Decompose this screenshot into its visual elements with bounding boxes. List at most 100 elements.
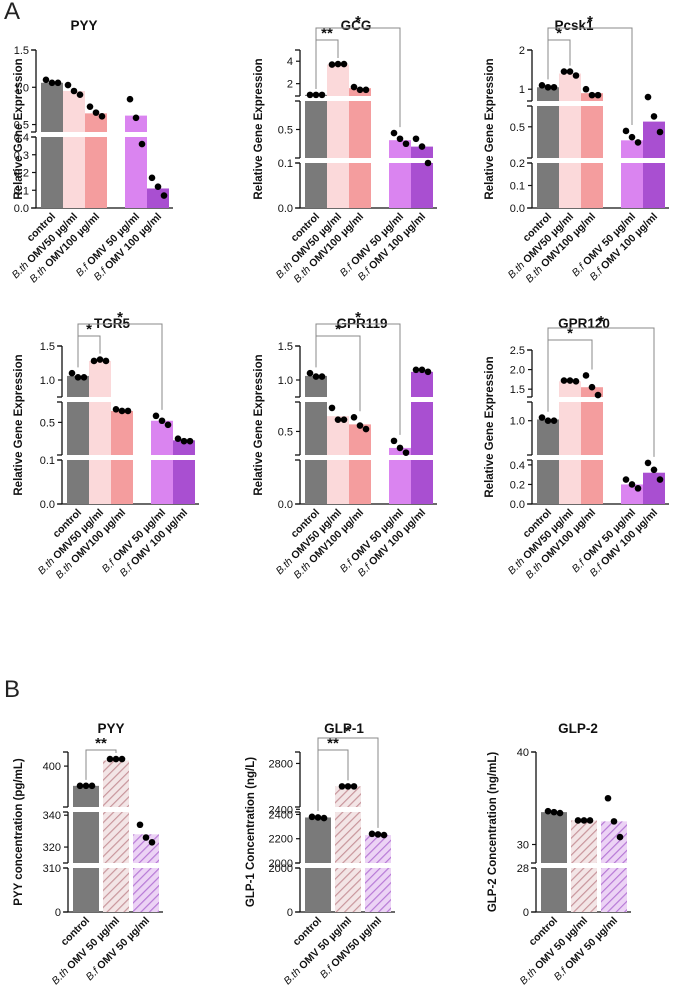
data-point xyxy=(580,817,588,824)
data-point xyxy=(412,366,420,374)
bar xyxy=(335,812,361,863)
data-point xyxy=(96,356,104,363)
data-point xyxy=(308,813,316,821)
bar xyxy=(327,64,349,96)
significance-label: * xyxy=(86,321,92,338)
data-point xyxy=(402,140,410,148)
data-point xyxy=(350,83,358,91)
bar xyxy=(349,101,371,158)
data-point xyxy=(102,357,110,365)
y-axis-label: GLP-2 Concentration (ng/mL) xyxy=(487,752,499,913)
data-point xyxy=(586,817,594,824)
y-tick-label: 0.1 xyxy=(278,158,293,170)
category-treatment: OMV 50 µg/ml xyxy=(297,915,354,972)
data-point xyxy=(76,91,84,99)
y-tick-label: 320 xyxy=(43,842,61,854)
bar xyxy=(581,106,603,158)
y-tick-label: 1.0 xyxy=(14,82,29,94)
data-point xyxy=(560,377,568,384)
bar xyxy=(73,868,99,912)
y-axis-label: Relative Gene Expression xyxy=(253,58,265,199)
data-point xyxy=(180,437,188,445)
bar xyxy=(537,106,559,158)
data-point xyxy=(138,140,146,148)
y-tick-label: 2.5 xyxy=(510,345,525,357)
data-point xyxy=(588,383,596,391)
data-point xyxy=(118,407,126,415)
y-tick-label: 0.2 xyxy=(14,168,29,180)
data-point xyxy=(572,72,580,79)
bar xyxy=(411,460,433,504)
data-point xyxy=(340,416,348,423)
y-tick-label: 2 xyxy=(519,45,525,57)
chart-pyy_b: PYY PYY concentration (pg/mL) 0 310 320 340 40… xyxy=(13,721,163,987)
data-point xyxy=(588,91,596,99)
bar xyxy=(103,812,129,863)
bar xyxy=(541,812,567,863)
chart-title: GLP-1 xyxy=(324,721,364,736)
bar xyxy=(559,73,581,101)
y-tick-label: 1.5 xyxy=(510,384,525,396)
data-point xyxy=(82,782,90,790)
data-point xyxy=(314,814,322,821)
data-point xyxy=(650,113,658,120)
y-axis-label: Relative Gene Expression xyxy=(253,354,265,495)
data-point xyxy=(80,373,88,381)
data-point xyxy=(572,378,580,385)
bar xyxy=(349,460,371,504)
bar xyxy=(643,163,665,208)
bar xyxy=(411,402,433,455)
bar xyxy=(581,402,603,455)
data-point xyxy=(556,809,564,817)
chart-pcsk1_a: Pcsk1 Relative Gene Expression 0.0 0.1 0.2 0.… xyxy=(484,13,669,285)
data-point xyxy=(92,109,100,116)
data-point xyxy=(604,794,612,802)
data-point xyxy=(318,373,326,380)
data-point xyxy=(186,437,194,445)
significance-label: * xyxy=(598,313,604,330)
bar xyxy=(151,420,173,455)
y-tick-label: 1.5 xyxy=(40,341,55,353)
bar xyxy=(411,163,433,208)
y-tick-label: 28 xyxy=(517,863,529,875)
panel-label-a: A xyxy=(4,0,21,25)
bar xyxy=(63,91,85,132)
chart-title: PYY xyxy=(97,721,124,736)
y-tick-label: 400 xyxy=(43,761,61,773)
bar xyxy=(305,460,327,504)
data-point xyxy=(362,425,370,433)
y-tick-label: 1.0 xyxy=(278,375,293,387)
bar xyxy=(73,785,99,807)
bar xyxy=(621,163,643,208)
data-point xyxy=(152,412,160,420)
y-tick-label: 0.5 xyxy=(510,122,525,134)
bar xyxy=(73,812,99,863)
bar xyxy=(305,402,327,455)
data-point xyxy=(418,366,426,374)
data-point xyxy=(538,82,546,89)
y-tick-label: 1.0 xyxy=(40,375,55,387)
y-tick-label: 2000 xyxy=(269,863,293,875)
bar xyxy=(335,786,361,807)
chart-glp1_b: GLP-1 GLP-1 Concentration (ng/L) 0 20002000… xyxy=(245,721,395,987)
category-treatment: OMV 50 µg/ml xyxy=(533,915,590,972)
data-point xyxy=(90,357,98,365)
data-point xyxy=(306,369,314,377)
data-point xyxy=(98,113,106,120)
data-point xyxy=(48,79,56,87)
data-point xyxy=(418,143,426,150)
bar xyxy=(537,163,559,208)
data-point xyxy=(380,831,388,839)
data-point xyxy=(68,369,76,377)
bar xyxy=(537,419,559,455)
significance-label: * xyxy=(345,723,351,740)
data-point xyxy=(356,422,364,429)
bar xyxy=(305,163,327,208)
bar xyxy=(411,146,433,158)
data-point xyxy=(158,417,166,425)
data-point xyxy=(118,755,126,763)
bar xyxy=(89,360,111,397)
